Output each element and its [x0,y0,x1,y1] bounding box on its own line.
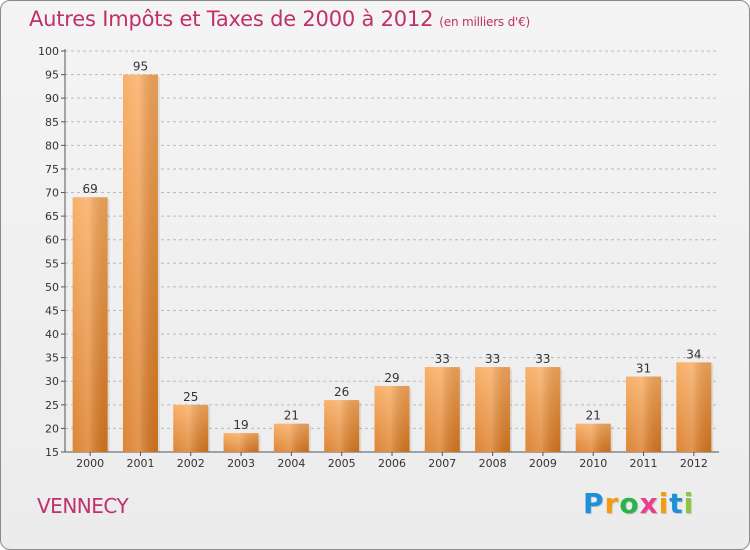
x-tick-label: 2009 [529,457,557,470]
bar-value-label: 34 [686,347,701,361]
logo-letter: i [683,487,695,520]
y-tick-label: 15 [45,446,59,459]
logo-letter: o [619,487,640,520]
y-tick-label: 60 [45,234,59,247]
y-tick-label: 45 [45,304,59,317]
y-tick-label: 100 [38,45,59,58]
x-tick-label: 2008 [479,457,507,470]
bar-highlight [273,423,309,452]
bar-value-label: 25 [183,390,198,404]
x-tick-label: 2003 [227,457,255,470]
bar-value-label: 33 [535,352,550,366]
x-tick-label: 2006 [378,457,406,470]
y-tick-label: 65 [45,210,59,223]
bar-highlight [575,423,611,452]
chart-subtitle: (en milliers d'€) [439,15,531,29]
y-tick-label: 95 [45,69,59,82]
bar-highlight [324,400,360,452]
y-tick-label: 85 [45,116,59,129]
y-tick-label: 20 [45,422,59,435]
bar-value-label: 95 [133,60,148,74]
y-tick-label: 35 [45,352,59,365]
bar-value-label: 21 [284,409,299,423]
y-tick-label: 50 [45,281,59,294]
x-tick-label: 2005 [328,457,356,470]
chart-title: Autres Impôts et Taxes de 2000 à 2012 (en… [29,7,530,31]
bar-value-label: 21 [586,409,601,423]
y-tick-label: 30 [45,375,59,388]
x-tick-label: 2001 [126,457,154,470]
bar-highlight [424,367,460,452]
logo-letter: P [583,487,605,520]
y-tick-label: 70 [45,187,59,200]
logo-letter: x [639,487,659,520]
commune-name: VENNECY [37,494,129,518]
chart-title-text: Autres Impôts et Taxes de 2000 à 2012 [29,7,434,31]
x-tick-label: 2002 [177,457,205,470]
y-tick-label: 55 [45,257,59,270]
logo-letter: r [604,487,620,520]
x-tick-label: 2000 [76,457,104,470]
bar-highlight [676,362,712,452]
bars: 69 95 25 19 21 26 29 33 33 33 21 31 34 [72,60,714,453]
bar-highlight [72,197,108,452]
bar-value-label: 33 [435,352,450,366]
bar-value-label: 33 [485,352,500,366]
x-tick-label: 2010 [579,457,607,470]
bar-highlight [173,404,209,452]
logo-letter: t [669,487,684,520]
x-tick-label: 2011 [630,457,658,470]
logo-letter: i [658,487,670,520]
bar-highlight [374,385,410,452]
bar-highlight [122,74,158,453]
bar-highlight [475,367,511,452]
bar-value-label: 19 [233,418,248,432]
y-tick-label: 80 [45,139,59,152]
bar-highlight [223,433,259,452]
x-tick-label: 2007 [428,457,456,470]
axes: 15 20 25 30 35 40 45 50 55 60 65 70 75 80 85 90 95 100 200… [38,45,719,470]
y-tick-label: 75 [45,163,59,176]
y-tick-label: 90 [45,92,59,105]
bar-value-label: 31 [636,362,651,376]
bar-highlight [626,376,662,452]
bar-highlight [525,367,561,452]
proxiti-logo: Proxiti [583,487,694,520]
y-tick-label: 25 [45,399,59,412]
bar-value-label: 26 [334,385,349,399]
bar-value-label: 29 [384,371,399,385]
bar-value-label: 69 [83,182,98,196]
x-tick-label: 2012 [680,457,708,470]
y-tick-label: 40 [45,328,59,341]
x-tick-label: 2004 [277,457,305,470]
